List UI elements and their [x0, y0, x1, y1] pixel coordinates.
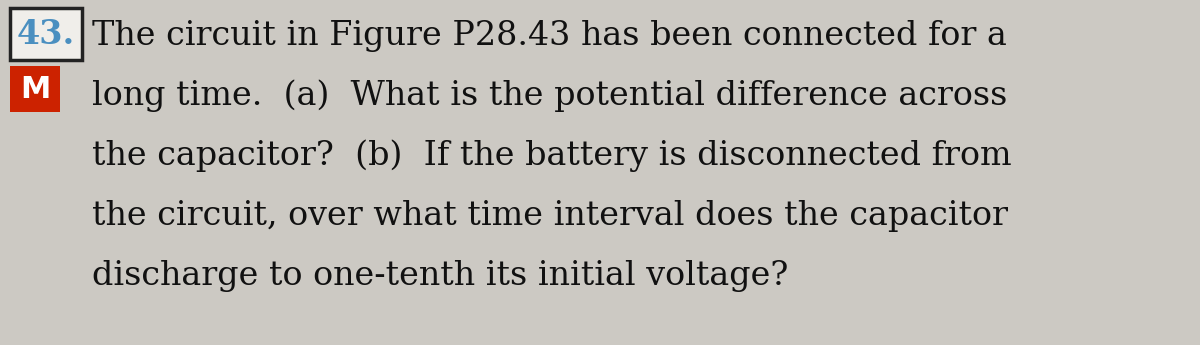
Text: discharge to one-tenth its initial voltage?: discharge to one-tenth its initial volta…	[92, 260, 788, 292]
Bar	[10, 66, 60, 112]
Bar	[10, 8, 82, 60]
Text: the circuit, over what time interval does the capacitor: the circuit, over what time interval doe…	[92, 200, 1008, 232]
Text: the capacitor?  (b)  If the battery is disconnected from: the capacitor? (b) If the battery is dis…	[92, 140, 1012, 172]
Text: 43.: 43.	[17, 18, 76, 50]
Text: M: M	[20, 75, 50, 104]
Text: The circuit in Figure P28.43 has been connected for a: The circuit in Figure P28.43 has been co…	[92, 20, 1007, 52]
Text: long time.  (a)  What is the potential difference across: long time. (a) What is the potential dif…	[92, 80, 1007, 112]
